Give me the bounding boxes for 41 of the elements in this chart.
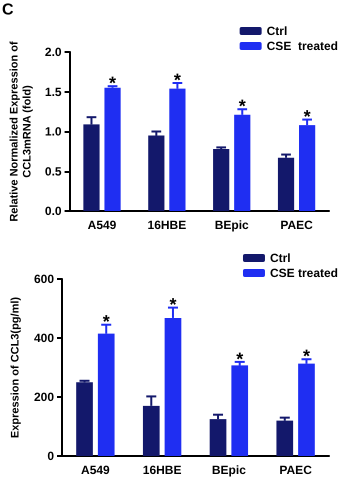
x-tick-label: A549 [88,218,117,232]
x-tick-label: PAEC [279,463,312,477]
y-tick-label: 0.0 [44,204,62,218]
x-tick-label: BEpic [212,463,246,477]
bar [231,365,248,456]
bar [104,88,121,211]
bar [298,364,315,456]
y-tick-label: 1.5 [44,84,62,99]
legend-label: Ctrl [270,251,291,265]
y-tick-label: 2.0 [44,45,62,59]
legend-label: CSE treated [270,266,338,280]
annotation: * [302,346,310,366]
annotation: * [236,348,244,369]
bar [276,420,294,456]
annotation: * [174,70,181,90]
legend-label: CSE treated [266,39,338,53]
y-tick-label: 0.5 [44,164,62,178]
legend-label: Ctrl [266,24,288,38]
annotation: * [238,96,246,116]
x-tick-label: 16HBE [142,463,182,477]
y-tick-label: 0 [47,449,54,463]
y-tick-label: 1.0 [44,124,62,138]
bar [76,382,93,456]
y-axis-title: Expression of CCL3(pg/ml) [10,296,22,438]
bar [213,148,230,211]
x-tick-label: 16HBE [148,218,186,232]
y-tick-label: 200 [34,390,54,404]
x-tick-label: A549 [81,463,110,477]
bar [210,419,226,456]
x-tick-label: PAEC [280,218,314,232]
y-tick-label: 400 [34,331,54,345]
annotation: * [304,106,311,127]
annotation: * [169,294,176,315]
y-tick-label: 600 [34,272,54,286]
annotation: * [102,312,110,332]
annotation: * [109,73,116,94]
bar [278,158,294,211]
y-axis-title: Relative Normalized Expression of CCL3mRNA (fold) [8,41,34,222]
x-tick-label: BEpic [214,218,250,232]
text: C [2,2,14,18]
bar [148,135,164,211]
